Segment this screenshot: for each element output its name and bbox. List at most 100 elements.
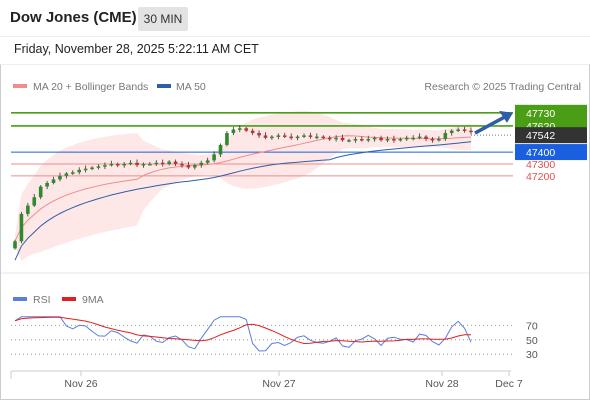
- x-axis-label: Nov 28: [425, 378, 458, 390]
- price-tag-label-47200: 47200: [526, 171, 555, 183]
- candle-body: [96, 166, 101, 168]
- candle-body: [398, 138, 403, 141]
- candle-body: [334, 137, 338, 140]
- candle-body: [315, 136, 319, 139]
- legend-label-rsi: RSI: [33, 294, 51, 306]
- candle-body: [225, 133, 229, 145]
- candle-body: [302, 135, 306, 137]
- x-axis-labels: Nov 26 Nov 27 Nov 28 Dec 7: [64, 371, 523, 390]
- legend-swatch-ma20: [13, 84, 27, 88]
- candle-body: [270, 136, 274, 139]
- candle-body: [135, 162, 139, 166]
- legend-label-ma20: MA 20 + Bollinger Bands: [33, 81, 148, 93]
- ma50-line: [14, 141, 472, 261]
- candle-body: [38, 186, 43, 198]
- rsi-level-label-50: 50: [526, 335, 538, 347]
- instrument-title: Dow Jones (CME): [10, 9, 137, 26]
- chart-frame: MA 20 + Bollinger Bands MA 50 Research ©…: [0, 64, 590, 400]
- candle-body: [379, 137, 383, 141]
- candle-body: [58, 175, 62, 180]
- candle-body: [231, 129, 236, 134]
- candle-body: [449, 130, 454, 134]
- price-chart: MA 20 + Bollinger Bands MA 50 Research ©…: [1, 81, 589, 390]
- candle-body: [347, 140, 351, 142]
- candle-body: [154, 162, 159, 165]
- candle-body: [276, 135, 281, 137]
- candle-body: [257, 133, 261, 136]
- candle-body: [218, 144, 223, 155]
- candlestick-layer: [13, 125, 473, 250]
- bollinger-band-area: [15, 110, 471, 261]
- candle-body: [205, 160, 210, 163]
- x-axis-label: Dec 7: [495, 378, 523, 390]
- candle-body: [199, 162, 204, 166]
- candle-body: [237, 128, 242, 130]
- candle-body: [469, 130, 473, 133]
- candle-body: [437, 138, 441, 141]
- candle-body: [308, 135, 313, 137]
- candle-body: [366, 138, 371, 141]
- candle-body: [32, 197, 37, 206]
- candle-body: [19, 213, 24, 242]
- bollinger-band-layer: [15, 110, 471, 261]
- candle-body: [148, 163, 152, 166]
- rsi-level-label-70: 70: [526, 320, 538, 332]
- candle-body: [122, 163, 126, 166]
- candle-body: [321, 136, 326, 139]
- candle-body: [180, 163, 184, 166]
- credit-label: Research © 2025 Trading Central: [424, 81, 581, 93]
- candle-body: [340, 137, 345, 141]
- candle-body: [404, 137, 409, 140]
- candle-body: [353, 138, 358, 141]
- ma20-line: [14, 135, 472, 242]
- candle-body: [462, 129, 467, 131]
- candle-body: [128, 162, 133, 165]
- candle-body: [71, 172, 75, 174]
- candle-body: [83, 168, 88, 171]
- candle-body: [160, 162, 165, 165]
- chart-subheader: Friday, November 28, 2025 5:22:11 AM CET: [0, 36, 590, 65]
- candle-body: [385, 138, 390, 141]
- candle-body: [411, 137, 415, 140]
- rsi-9ma-line: [14, 316, 471, 345]
- candle-body: [141, 163, 146, 166]
- candle-body: [109, 163, 114, 166]
- legend-label-ma50: MA 50: [176, 81, 206, 93]
- price-tag-label-47300: 47300: [526, 159, 555, 171]
- candle-body: [13, 241, 17, 249]
- candle-body: [186, 165, 191, 168]
- price-tag-label-47542: 47542: [526, 130, 555, 142]
- candle-body: [443, 133, 448, 139]
- timeframe-button[interactable]: 30 MIN: [138, 7, 188, 31]
- candle-body: [417, 136, 422, 139]
- candle-body: [51, 179, 56, 183]
- legend-swatch-ma50: [157, 84, 171, 88]
- candle-body: [372, 137, 377, 140]
- price-tag-label-47400: 47400: [526, 147, 555, 159]
- candle-body: [456, 129, 460, 131]
- price-tag-47730: [515, 104, 587, 121]
- x-axis-label: Nov 26: [64, 378, 97, 390]
- legend-swatch-9ma: [62, 297, 76, 301]
- price-tag-label-47730: 47730: [526, 108, 555, 120]
- price-tag-47542: [515, 127, 587, 144]
- forecast-arrow-shaft: [474, 115, 506, 135]
- candle-body: [430, 138, 435, 141]
- candle-body: [90, 167, 94, 170]
- moving-average-layer: [14, 135, 472, 261]
- x-axis-label: Nov 27: [262, 378, 295, 390]
- candle-body: [289, 136, 293, 139]
- candle-body: [26, 205, 30, 214]
- legend-swatch-rsi: [13, 297, 27, 301]
- rsi-layer: 70 50 30: [11, 316, 538, 361]
- candle-body: [327, 137, 332, 140]
- candle-body: [360, 138, 364, 141]
- candle-body: [250, 130, 255, 134]
- rsi-level-label-30: 30: [526, 349, 538, 361]
- candle-body: [282, 135, 287, 137]
- candle-body: [244, 128, 249, 131]
- candle-body: [173, 161, 178, 164]
- legend-label-9ma: 9MA: [82, 294, 104, 306]
- candle-body: [167, 161, 171, 164]
